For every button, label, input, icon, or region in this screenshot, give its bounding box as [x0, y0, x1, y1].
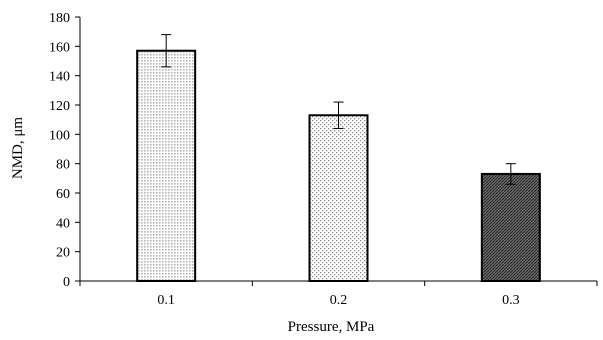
- y-axis-title: NMD, μm: [10, 117, 26, 180]
- x-tick-label: 0.2: [330, 293, 348, 308]
- plot-area: 0 20 40 60 80 100 120 140 160 180 0.1 0.2 0.3: [49, 11, 598, 308]
- bar: [136, 49, 197, 282]
- x-tick-label: 0.3: [502, 293, 520, 308]
- y-tick-label: 120: [49, 99, 70, 114]
- y-tick-label: 20: [56, 246, 70, 261]
- bar: [308, 114, 369, 283]
- x-tick-label: 0.1: [157, 293, 175, 308]
- y-tick-label: 100: [49, 128, 70, 143]
- bar: [480, 172, 541, 282]
- y-tick-label: 80: [56, 158, 70, 173]
- y-tick-label: 40: [56, 216, 70, 231]
- y-tick-label: 180: [49, 11, 70, 26]
- x-axis-title: Pressure, MPa: [288, 319, 375, 335]
- y-tick-label: 140: [49, 70, 70, 85]
- y-tick-label: 60: [56, 187, 70, 202]
- y-tick-label: 160: [49, 40, 70, 55]
- y-tick-label: 0: [63, 275, 70, 290]
